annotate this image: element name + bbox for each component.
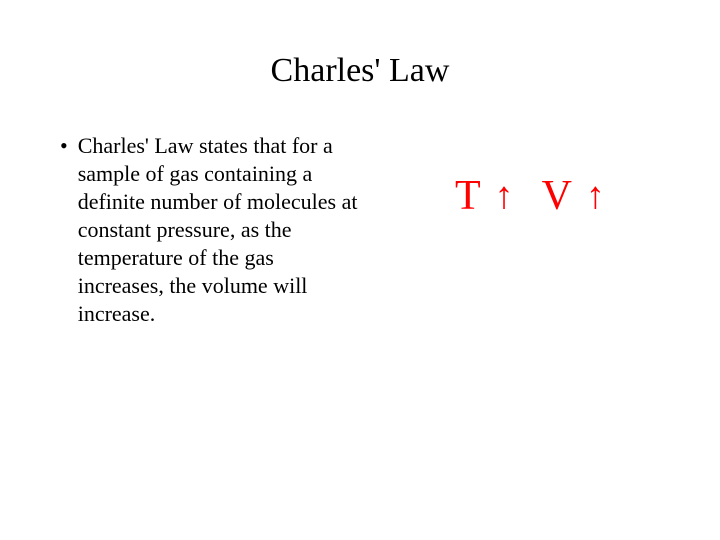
bullet-text: Charles' Law states that for a sample of… xyxy=(78,132,360,328)
bullet-block: • Charles' Law states that for a sample … xyxy=(60,132,360,328)
up-arrow-icon: ↑ xyxy=(586,174,605,218)
formula-temperature: T ↑ xyxy=(455,172,514,220)
content-area: • Charles' Law states that for a sample … xyxy=(0,90,720,328)
formula-area: T ↑ V ↑ xyxy=(360,132,680,328)
up-arrow-icon: ↑ xyxy=(495,174,514,218)
page-title: Charles' Law xyxy=(0,0,720,90)
temperature-symbol: T xyxy=(455,172,481,220)
volume-symbol: V xyxy=(542,172,572,220)
formula-volume: V ↑ xyxy=(542,172,605,220)
bullet-marker: • xyxy=(60,132,68,160)
